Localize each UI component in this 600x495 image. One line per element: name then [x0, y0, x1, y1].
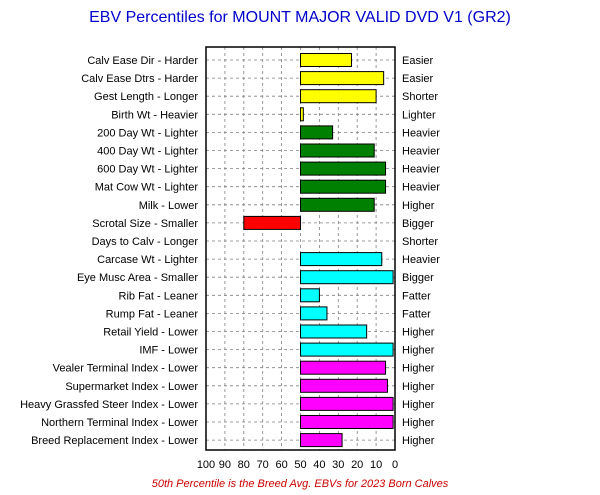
direction-label: Easier — [402, 55, 434, 67]
trait-label: Birth Wt - Heavier — [111, 109, 198, 121]
direction-label: Heavier — [402, 182, 440, 194]
trait-label: Milk - Lower — [139, 200, 199, 212]
x-tick-label: 0 — [392, 459, 398, 471]
trait-label: Supermarket Index - Lower — [65, 381, 198, 393]
x-tick-label: 30 — [332, 459, 344, 471]
direction-label: Higher — [402, 327, 435, 339]
bar-eye-musc-area-smaller — [300, 270, 394, 285]
direction-label: Heavier — [402, 146, 440, 158]
bar-400-day-wt-lighter — [300, 143, 375, 158]
bar-northern-terminal-index-lower — [300, 415, 394, 429]
x-tick-label: 80 — [238, 459, 250, 471]
trait-label: Heavy Grassfed Steer Index - Lower — [20, 399, 198, 411]
trait-label: Eye Musc Area - Smaller — [77, 272, 198, 284]
bar-600-day-wt-lighter — [300, 161, 387, 176]
direction-label: Shorter — [402, 236, 438, 248]
bar-carcase-wt-lighter — [300, 252, 383, 267]
plot-frame — [205, 46, 396, 451]
bar-milk-lower — [300, 197, 375, 212]
bar-retail-yield-lower — [300, 324, 368, 339]
bar-breed-replacement-index-lower — [300, 433, 343, 448]
trait-label: Calv Ease Dir - Harder — [87, 55, 198, 67]
x-tick-label: 20 — [351, 459, 363, 471]
direction-label: Higher — [402, 381, 435, 393]
trait-label: Rump Fat - Leaner — [106, 308, 199, 320]
bar-rib-fat-leaner — [300, 288, 320, 303]
direction-label: Easier — [402, 73, 434, 85]
bar-calv-ease-dtrs-harder — [300, 71, 385, 86]
trait-labels: Calv Ease Dir - Harder Calv Ease Dtrs - H… — [20, 55, 198, 447]
x-tick-label: 70 — [257, 459, 269, 471]
trait-label: Carcase Wt - Lighter — [97, 254, 198, 266]
x-tick-label: 60 — [275, 459, 287, 471]
direction-label: Bigger — [402, 272, 434, 284]
direction-label: Fatter — [402, 308, 431, 320]
x-tick-label: 40 — [313, 459, 325, 471]
trait-label: Days to Calv - Longer — [92, 236, 199, 248]
direction-label: Higher — [402, 200, 435, 212]
trait-label: 400 Day Wt - Lighter — [97, 146, 198, 158]
trait-label: Retail Yield - Lower — [103, 327, 198, 339]
trait-label: IMF - Lower — [139, 345, 198, 357]
bar-birth-wt-heavier — [300, 107, 304, 122]
bar-calv-ease-dir-harder — [300, 53, 353, 67]
direction-label: Lighter — [402, 109, 436, 121]
direction-label: Higher — [402, 417, 435, 429]
direction-label: Higher — [402, 345, 435, 357]
direction-label: Heavier — [402, 127, 440, 139]
x-axis-ticks: 100 90 80 70 60 50 40 30 20 10 0 — [197, 459, 398, 471]
x-tick-label: 10 — [370, 459, 382, 471]
direction-label: Heavier — [402, 254, 440, 266]
trait-label: 600 Day Wt - Lighter — [97, 164, 198, 176]
trait-label: Scrotal Size - Smaller — [92, 218, 198, 230]
trait-label: Breed Replacement Index - Lower — [31, 435, 198, 447]
direction-label: Higher — [402, 363, 435, 375]
bar-vealer-terminal-index-lower — [300, 360, 387, 375]
trait-label: Vealer Terminal Index - Lower — [53, 363, 199, 375]
bar-scrotal-size-smaller — [243, 215, 302, 230]
direction-label: Higher — [402, 435, 435, 447]
bar-200-day-wt-lighter — [300, 125, 334, 140]
direction-labels: Easier Easier Shorter Lighter Heavier Heavier… — [402, 55, 440, 447]
trait-label: Northern Terminal Index - Lower — [41, 417, 198, 429]
bar-imf-lower — [300, 342, 394, 357]
trait-label: Calv Ease Dtrs - Harder — [81, 73, 198, 85]
x-tick-label: 50 — [294, 459, 306, 471]
trait-label: Mat Cow Wt - Lighter — [95, 182, 199, 194]
direction-label: Bigger — [402, 218, 434, 230]
bar-series — [243, 53, 394, 448]
x-tick-label: 90 — [219, 459, 231, 471]
chart-title: EBV Percentiles for MOUNT MAJOR VALID DV… — [89, 9, 511, 26]
trait-label: 200 Day Wt - Lighter — [97, 127, 198, 139]
direction-label: Heavier — [402, 164, 440, 176]
bar-heavy-grassfed-steer-index-lower — [300, 396, 394, 411]
bar-rump-fat-leaner — [300, 306, 328, 321]
footnote: 50th Percentile is the Breed Avg. EBVs f… — [152, 478, 449, 490]
trait-label: Rib Fat - Leaner — [119, 290, 199, 302]
direction-label: Shorter — [402, 91, 438, 103]
bar-supermarket-index-lower — [300, 378, 388, 393]
direction-label: Higher — [402, 399, 435, 411]
direction-label: Fatter — [402, 290, 431, 302]
x-tick-label: 100 — [197, 459, 215, 471]
trait-label: Gest Length - Longer — [94, 91, 198, 103]
bar-gest-length-longer — [300, 89, 377, 104]
bar-mat-cow-wt-lighter — [300, 179, 387, 194]
